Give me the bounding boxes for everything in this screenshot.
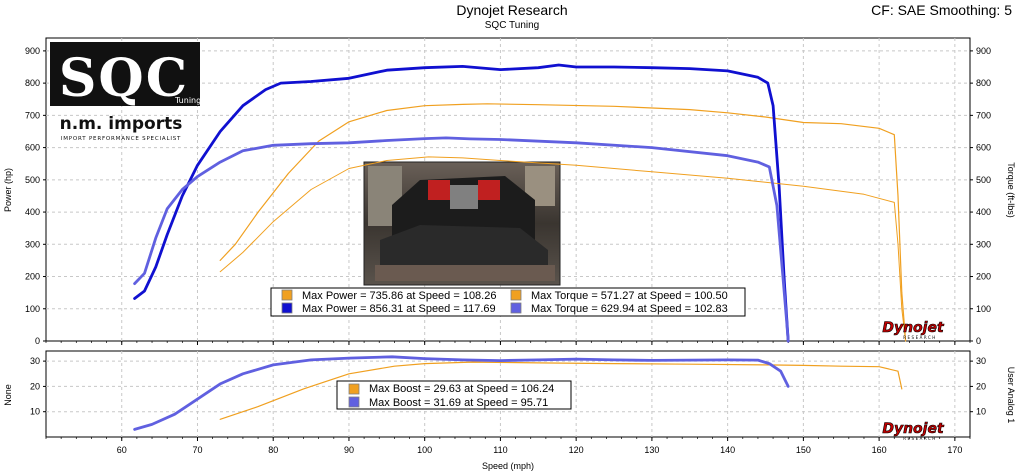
top-y-tick-label: 900	[25, 46, 40, 56]
bottom-y2-tick-label: 20	[976, 381, 986, 391]
bottom-y2-tick-label: 30	[976, 356, 986, 366]
top-y-tick-label: 400	[25, 207, 40, 217]
dynojet-logo-text: Dynojet	[882, 320, 945, 336]
x-tick-label: 90	[344, 445, 354, 455]
bottom-plot-frame	[45, 350, 971, 438]
dynojet-logo-subtext: RESEARCH	[903, 436, 937, 441]
bottom-y2-axis-label: User Analog 1	[1006, 367, 1016, 424]
bottom-y2-tick-label: 10	[976, 407, 986, 417]
x-tick-label: 110	[493, 445, 507, 455]
nm-imports-tagline: IMPORT PERFORMANCE SPECIALIST	[61, 136, 181, 142]
x-tick-label: 130	[644, 445, 659, 455]
top-y2-tick-label: 700	[976, 110, 991, 120]
top-plot-series	[133, 63, 907, 343]
x-tick-label: 70	[192, 445, 202, 455]
top-y-tick-label: 300	[25, 239, 40, 249]
top-y2-axis-label: Torque (ft-lbs)	[1006, 162, 1016, 218]
top-y2-tick-label: 600	[976, 143, 991, 153]
sqc-logo-subtext: Tuning	[174, 96, 201, 105]
top-plot-ticks: 0 0 100 100 200 200 300 300 400 400 500 500 600 600 70…	[25, 46, 991, 346]
legend-run1-max-power: Max Power = 735.86 at Speed = 108.26	[302, 290, 496, 302]
legend-swatch-run2-torque	[510, 302, 522, 314]
chart-subtitle: SQC Tuning	[484, 20, 540, 31]
bottom-legend: Max Boost = 29.63 at Speed = 106.24 Max …	[336, 380, 572, 410]
top-legend: Max Power = 735.86 at Speed = 108.26 Max…	[270, 287, 746, 317]
top-y2-tick-label: 300	[976, 239, 991, 249]
legend-swatch-run2-boost	[348, 396, 360, 408]
top-y-tick-label: 500	[25, 175, 40, 185]
legend-swatch-run2-power	[281, 302, 293, 314]
series-line-run-2-torque	[133, 136, 790, 343]
series-line-run-1-torque	[219, 156, 907, 342]
dynojet-logo-text: Dynojet	[882, 421, 945, 437]
top-y-tick-label: 800	[25, 78, 40, 88]
top-y-tick-label: 200	[25, 272, 40, 282]
top-y-axis-label: Power (hp)	[3, 168, 13, 212]
series-line-run-1-power	[219, 103, 907, 342]
top-y2-tick-label: 900	[976, 46, 991, 56]
nm-imports-logo: n.m. imports	[60, 114, 183, 134]
top-y-tick-label: 700	[25, 110, 40, 120]
legend-swatch-run1-boost	[348, 383, 360, 395]
x-tick-label: 80	[268, 445, 278, 455]
legend-run1-max-boost: Max Boost = 29.63 at Speed = 106.24	[369, 383, 554, 395]
x-tick-label: 100	[417, 445, 432, 455]
correction-factor-info: CF: SAE Smoothing: 5	[871, 2, 1012, 18]
bottom-y-tick-label: 10	[30, 407, 40, 417]
bottom-y-tick-label: 30	[30, 356, 40, 366]
top-plot-frame	[45, 37, 971, 342]
bottom-plot-ticks: 60 70 80 90 100 110 120 130 140 150 160 170 10 10 20 20…	[30, 356, 986, 455]
dynojet-watermark-bottom: Dynojet RESEARCH	[882, 421, 945, 441]
x-axis-label: Speed (mph)	[482, 461, 534, 471]
bottom-y-tick-label: 20	[30, 381, 40, 391]
legend-run1-max-torque: Max Torque = 571.27 at Speed = 100.50	[531, 290, 728, 302]
dynojet-logo-subtext: RESEARCH	[903, 335, 937, 340]
x-tick-label: 120	[569, 445, 584, 455]
top-y2-tick-label: 200	[976, 272, 991, 282]
legend-swatch-run1-power	[281, 289, 293, 301]
sqc-logo-text: SQC	[59, 48, 189, 109]
dynojet-watermark-top: Dynojet RESEARCH	[882, 320, 945, 340]
x-tick-label: 170	[947, 445, 962, 455]
bottom-plot-series	[133, 355, 903, 431]
series-line-run-2-boost	[133, 355, 790, 431]
x-tick-label: 160	[872, 445, 887, 455]
legend-swatch-run1-torque	[510, 289, 522, 301]
x-tick-label: 150	[796, 445, 811, 455]
legend-run2-max-boost: Max Boost = 31.69 at Speed = 95.71	[369, 397, 548, 409]
top-y-tick-label: 100	[25, 304, 40, 314]
bottom-y-axis-label: None	[3, 384, 13, 406]
top-y2-tick-label: 800	[976, 78, 991, 88]
top-y2-tick-label: 500	[976, 175, 991, 185]
x-tick-label: 140	[720, 445, 735, 455]
top-y2-tick-label: 100	[976, 304, 991, 314]
series-line-run-2-power	[133, 63, 790, 343]
sqc-logo: SQC Tuning n.m. imports IMPORT PERFORMAN…	[50, 42, 201, 142]
car-engine-photo	[363, 161, 561, 286]
top-y2-tick-label: 0	[976, 336, 981, 346]
legend-run2-max-torque: Max Torque = 629.94 at Speed = 102.83	[531, 303, 728, 315]
top-y2-tick-label: 400	[976, 207, 991, 217]
legend-run2-max-power: Max Power = 856.31 at Speed = 117.69	[302, 303, 496, 315]
top-y-tick-label: 0	[35, 336, 40, 346]
top-y-tick-label: 600	[25, 143, 40, 153]
series-line-run-1-boost	[219, 361, 903, 420]
chart-title: Dynojet Research	[456, 2, 568, 18]
x-tick-label: 60	[117, 445, 127, 455]
